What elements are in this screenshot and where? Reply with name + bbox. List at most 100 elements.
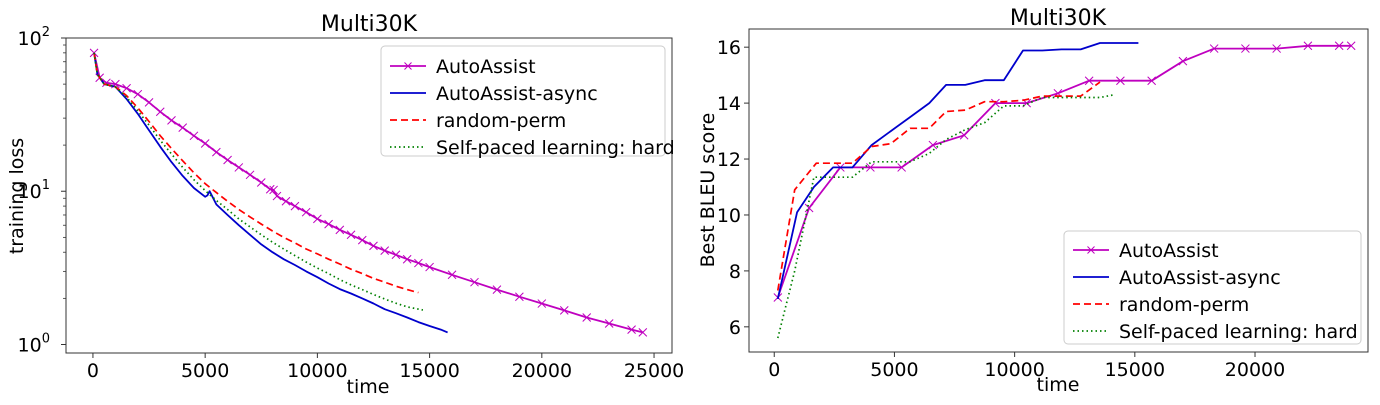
x-marker — [245, 170, 255, 180]
legend-label: Self-paced learning: hard — [1119, 321, 1358, 343]
x-marker — [324, 219, 333, 229]
x-marker — [133, 89, 143, 99]
x-marker — [515, 292, 524, 302]
right-chart: Multi30K 0 5000 10000 15000 20000 6 8 10 12 14 16… — [697, 6, 1369, 396]
x-marker — [804, 203, 814, 213]
x-tick-label: 20000 — [1225, 359, 1285, 381]
x-marker — [1303, 41, 1313, 51]
left-x-axis: 0 5000 10000 15000 20000 25000 — [87, 353, 684, 382]
x-marker — [272, 191, 282, 201]
series-line-self-paced-learning-hard — [93, 52, 424, 311]
series-line-autoassist — [776, 44, 1352, 298]
legend-label: AutoAssist-async — [1119, 267, 1281, 289]
legend-item-random-perm: random-perm — [390, 110, 566, 132]
x-marker — [357, 235, 367, 245]
left-y-axis-label: training loss — [6, 138, 28, 254]
legend-item-self-paced-learning-hard: Self-paced learning: hard — [390, 137, 675, 159]
x-tick-label: 20000 — [512, 360, 572, 382]
left-chart: Multi30K 0 5000 10000 15000 20000 25000 100 10… — [6, 12, 684, 398]
x-marker — [269, 185, 278, 195]
right-y-axis: 6 8 10 12 14 16 — [717, 37, 749, 339]
x-marker — [470, 277, 479, 287]
legend-label: random-perm — [1119, 294, 1249, 316]
left-chart-title: Multi30K — [321, 12, 418, 37]
right-chart-title: Multi30K — [1010, 6, 1107, 31]
right-plot-frame — [748, 28, 1369, 353]
x-marker — [212, 147, 221, 157]
x-tick-label: 0 — [87, 360, 99, 382]
legend-item-autoassist: AutoAssist — [390, 56, 536, 78]
x-marker — [537, 299, 547, 308]
right-legend-box — [1063, 230, 1362, 345]
x-marker — [265, 184, 275, 194]
legend-item-self-paced-learning-hard: Self-paced learning: hard — [1073, 321, 1358, 343]
x-marker — [1178, 56, 1188, 66]
series-line-autoassist-async — [776, 42, 1139, 300]
x-tick-label: 0 — [768, 359, 780, 381]
x-marker — [178, 123, 188, 133]
right-x-axis: 0 5000 10000 15000 20000 — [768, 352, 1285, 381]
series-line-random-perm — [93, 52, 419, 294]
x-marker — [346, 230, 356, 240]
y-tick-label: 12 — [717, 149, 741, 171]
x-tick-label: 5000 — [181, 360, 229, 382]
x-marker — [866, 163, 875, 172]
x-marker — [1084, 76, 1094, 86]
x-marker — [425, 262, 434, 272]
x-marker — [89, 48, 99, 58]
y-tick-label: 16 — [717, 37, 741, 59]
left-plot-frame — [65, 37, 673, 354]
x-marker — [1334, 41, 1344, 51]
x-marker — [144, 98, 154, 107]
x-tick-label: 5000 — [870, 359, 918, 381]
x-marker — [897, 163, 907, 172]
left-legend: AutoAssist AutoAssist-async random-perm Sel… — [380, 45, 675, 159]
x-marker — [638, 328, 648, 337]
x-marker — [380, 246, 390, 255]
x-marker — [604, 319, 614, 328]
right-series-group — [773, 41, 1356, 339]
x-tick-label: 25000 — [624, 360, 684, 382]
x-marker — [402, 254, 412, 264]
x-marker — [447, 270, 457, 280]
legend-item-autoassist-async: AutoAssist-async — [390, 83, 598, 105]
x-marker — [189, 131, 199, 141]
y-tick-label: 102 — [18, 25, 50, 50]
legend-label: random-perm — [436, 110, 566, 132]
left-x-axis-label: time — [347, 376, 390, 398]
y-tick-label: 10 — [717, 205, 741, 227]
x-tick-label: 15000 — [399, 360, 459, 382]
y-tick-label: 14 — [717, 93, 741, 115]
x-tick-label: 10000 — [287, 360, 347, 382]
x-marker — [627, 325, 636, 334]
x-marker — [256, 178, 266, 187]
x-marker — [301, 207, 311, 217]
x-marker — [1209, 44, 1219, 53]
series-line-random-perm — [776, 81, 1101, 291]
x-marker — [959, 130, 969, 140]
legend-item-autoassist: AutoAssist — [1073, 240, 1219, 262]
x-marker — [335, 225, 345, 235]
x-marker — [122, 83, 131, 93]
x-marker — [1272, 44, 1282, 53]
x-tick-label: 10000 — [984, 359, 1044, 381]
x-marker — [991, 98, 1000, 108]
legend-item-autoassist-async: AutoAssist-async — [1073, 267, 1281, 289]
x-marker-icon — [1087, 246, 1095, 254]
x-marker — [582, 313, 592, 322]
x-marker — [928, 140, 938, 150]
x-marker — [200, 139, 210, 148]
x-marker — [391, 250, 401, 260]
left-series-group — [89, 48, 648, 337]
right-x-axis-label: time — [1037, 374, 1080, 396]
right-y-axis-label: Best BLEU score — [697, 113, 719, 268]
x-marker — [167, 116, 176, 125]
x-marker-icon — [404, 62, 412, 70]
x-marker — [290, 201, 300, 211]
x-marker — [559, 306, 569, 315]
x-marker — [369, 241, 378, 251]
x-marker — [1147, 76, 1157, 86]
left-legend-box — [380, 45, 666, 157]
right-legend: AutoAssist AutoAssist-async random-perm Sel… — [1063, 230, 1362, 345]
